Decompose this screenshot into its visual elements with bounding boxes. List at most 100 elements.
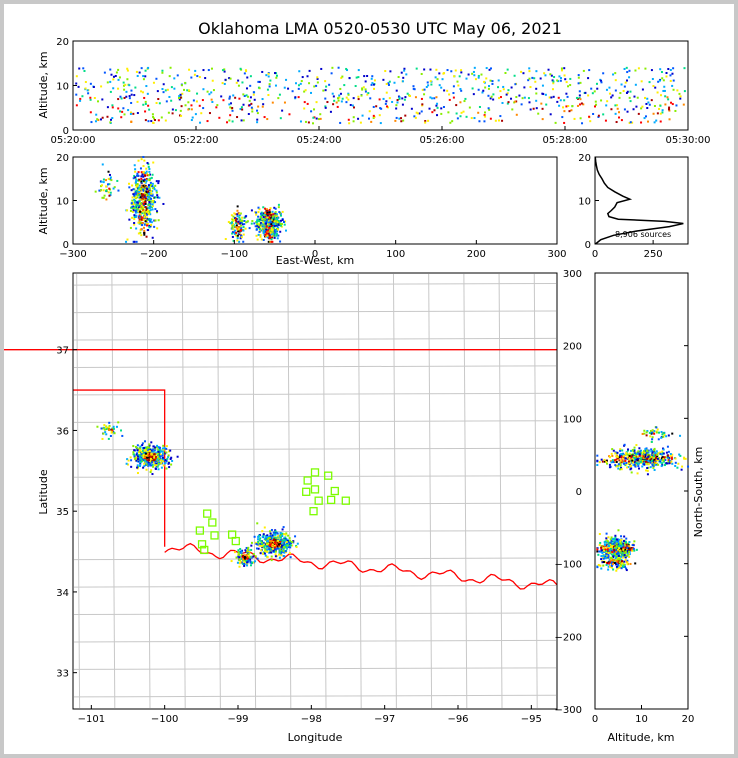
ns-source-point (656, 428, 659, 431)
map-source-point (246, 563, 249, 566)
time-source-point (129, 111, 132, 114)
map-source-point (282, 547, 285, 550)
time-source-point (497, 79, 500, 82)
ew-source-point (250, 222, 253, 225)
ew-source-point (235, 217, 238, 220)
ns-source-point (636, 456, 639, 459)
ns-source-point (618, 543, 621, 546)
ew-source-point (135, 214, 138, 217)
ns-source-point (658, 457, 661, 460)
time-source-point (140, 67, 143, 70)
ew-source-point (149, 203, 152, 206)
map-source-point (266, 539, 269, 542)
ns-source-point (610, 559, 613, 562)
ns-source-point (665, 435, 668, 438)
ew-source-point (258, 230, 261, 233)
time-source-point (611, 94, 614, 97)
time-source-point (565, 81, 568, 84)
time-source-point (173, 87, 176, 90)
time-source-point (514, 100, 517, 103)
map-source-point (126, 458, 129, 461)
map-source-point (278, 553, 281, 556)
map-source-point (238, 565, 241, 568)
time-source-point (143, 96, 146, 99)
time-source-point (436, 78, 439, 81)
ew-source-point (150, 184, 153, 187)
time-source-point (299, 120, 302, 123)
time-source-point (97, 100, 100, 103)
ew-source-point (135, 240, 138, 243)
time-source-point (252, 93, 255, 96)
time-source-point (626, 110, 629, 113)
ns-source-point (656, 453, 659, 456)
ew-source-point (143, 201, 146, 204)
time-source-point (477, 111, 480, 114)
ew-source-point (263, 211, 266, 214)
ew-source-point (273, 216, 276, 219)
time-source-point (257, 105, 260, 108)
ew-source-point (238, 212, 241, 215)
time-source-point (96, 118, 99, 121)
time-source-point (294, 82, 297, 85)
time-source-point (644, 96, 647, 99)
time-source-point (441, 78, 444, 81)
time-source-point (168, 95, 171, 98)
map-source-point (271, 547, 274, 550)
county-line (73, 282, 557, 286)
time-source-point (582, 103, 585, 106)
ns-source-point (596, 548, 599, 551)
map-source-point (270, 559, 273, 562)
map-source-point (158, 454, 161, 457)
ew-source-point (140, 216, 143, 219)
map-source-point (155, 464, 158, 467)
time-source-point (308, 82, 311, 85)
ew-x-label: East-West, km (276, 254, 354, 267)
map-source-point (248, 555, 251, 558)
time-source-point (616, 104, 619, 107)
ns-source-point (623, 535, 626, 538)
time-source-point (410, 107, 413, 110)
time-source-point (471, 87, 474, 90)
map-source-point (167, 455, 170, 458)
time-source-point (556, 100, 559, 103)
ns-source-point (659, 452, 662, 455)
map-source-point (263, 545, 266, 548)
time-source-point (483, 120, 486, 123)
time-source-point (425, 86, 428, 89)
ns-source-point (601, 551, 604, 554)
time-source-point (645, 102, 648, 105)
ew-source-point (143, 194, 146, 197)
time-source-point (497, 119, 500, 122)
ew-source-point (139, 194, 142, 197)
ns-source-point (618, 456, 621, 459)
ew-source-point (268, 234, 271, 237)
ns-source-point (602, 547, 605, 550)
time-source-point (644, 115, 647, 118)
time-source-point (246, 87, 249, 90)
lma-station-marker (324, 471, 333, 480)
time-source-point (194, 69, 197, 72)
ns-source-point (638, 454, 641, 457)
ew-source-point (276, 216, 279, 219)
ew-source-point (143, 229, 146, 232)
time-source-point (339, 87, 342, 90)
time-source-point (97, 119, 100, 122)
ns-source-point (630, 456, 633, 459)
ew-source-point (142, 205, 145, 208)
map-source-point (129, 456, 132, 459)
ew-source-point (262, 226, 265, 229)
county-line (73, 612, 557, 616)
map-source-point (136, 444, 139, 447)
ns-source-point (631, 457, 634, 460)
map-source-point (147, 464, 150, 467)
ew-source-point (236, 227, 239, 230)
time-source-point (446, 69, 449, 72)
map-source-point (146, 451, 149, 454)
ns-source-point (664, 459, 667, 462)
ns-source-point (597, 553, 600, 556)
ns-source-point (614, 557, 617, 560)
ns-source-point (614, 534, 617, 537)
ns-source-point (633, 446, 636, 449)
time-source-point (669, 79, 672, 82)
